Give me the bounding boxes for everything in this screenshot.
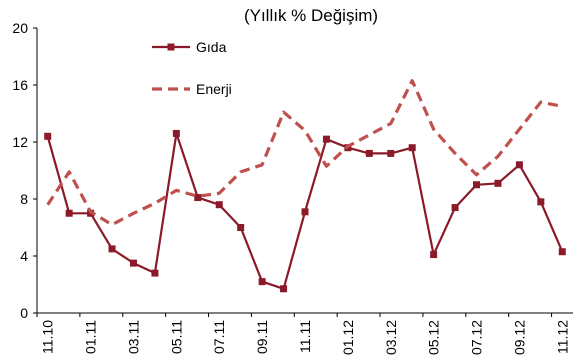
data-point-marker (172, 129, 180, 137)
data-point-marker (194, 194, 202, 202)
y-tick-label: 12 (12, 134, 28, 150)
x-tick-label: 11.10 (40, 320, 56, 354)
data-point-marker (537, 198, 545, 206)
x-tick-label: 01.11 (83, 320, 99, 354)
x-tick-label: 09.11 (254, 320, 270, 354)
data-point-marker (322, 135, 330, 143)
data-point-marker (280, 285, 288, 293)
y-tick-label: 0 (20, 305, 28, 321)
chart-series-layer (44, 79, 566, 293)
x-tick-label: 05.11 (168, 320, 184, 354)
data-point-marker (365, 149, 373, 157)
legend-label-2: Enerji (196, 81, 232, 97)
y-tick-label: 4 (20, 248, 28, 264)
data-point-marker (473, 181, 481, 189)
y-tick-label: 16 (12, 77, 28, 93)
data-point-marker (494, 179, 502, 187)
data-point-marker (65, 209, 73, 217)
x-tick-label: 05.12 (426, 320, 442, 355)
x-tick-label: 11.12 (554, 320, 570, 354)
chart-title: (Yıllık % Değişim) (244, 6, 378, 25)
data-point-marker (108, 245, 116, 253)
y-tick-label: 8 (20, 191, 28, 207)
x-tick-label: 01.12 (340, 320, 356, 355)
data-point-marker (558, 248, 566, 256)
data-point-marker (129, 259, 137, 267)
x-tick-label: 07.11 (211, 320, 227, 354)
x-tick-label: 07.12 (469, 320, 485, 355)
data-point-marker (44, 132, 52, 140)
data-point-marker (301, 208, 309, 216)
data-point-marker (237, 224, 245, 231)
series-line-2 (46, 79, 563, 227)
data-point-marker (215, 201, 223, 209)
x-tick-label: 03.12 (383, 320, 399, 355)
chart-axes: 0 4 8 12 16 20 11.10 01.11 03.11 05.11 07.11 09.11 1… (12, 20, 573, 355)
data-point-marker (408, 144, 416, 152)
x-tick-label: 11.11 (297, 320, 313, 353)
data-point-marker (258, 278, 266, 286)
y-tick-label: 20 (12, 20, 28, 36)
legend-label-1: Gıda (196, 39, 227, 55)
chart-legend: Gıda Enerji (152, 39, 232, 97)
x-tick-label: 09.12 (511, 320, 527, 355)
data-point-marker (387, 149, 395, 157)
data-point-marker (151, 269, 159, 277)
legend-marker (167, 43, 175, 51)
data-point-marker (430, 251, 438, 259)
data-point-marker (515, 161, 523, 169)
x-tick-label: 03.11 (125, 320, 141, 354)
data-point-marker (451, 204, 459, 212)
